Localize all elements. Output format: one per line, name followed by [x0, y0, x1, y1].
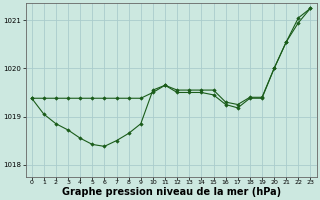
X-axis label: Graphe pression niveau de la mer (hPa): Graphe pression niveau de la mer (hPa) — [61, 187, 281, 197]
